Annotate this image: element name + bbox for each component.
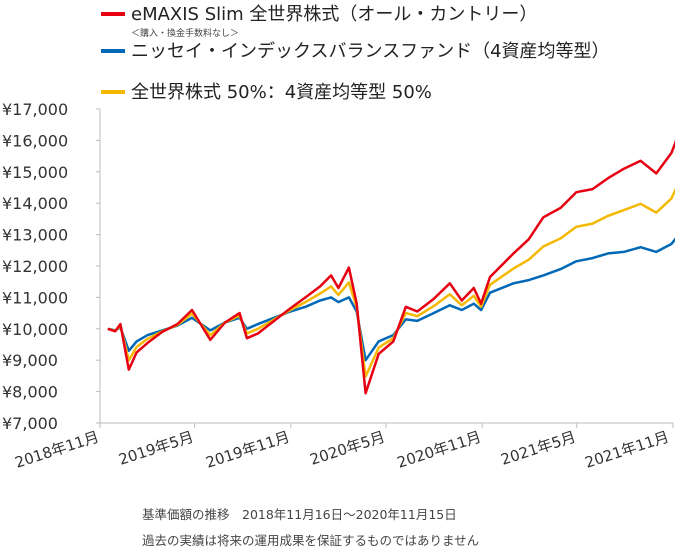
series-lines: [107, 139, 675, 395]
y-tick-label: ¥12,000: [2, 257, 68, 276]
y-tick-label: ¥8,000: [2, 383, 58, 402]
x-tick-label: 2018年11月: [13, 428, 102, 472]
y-tick-label: ¥7,000: [2, 414, 58, 433]
y-tick-label: ¥10,000: [2, 320, 68, 339]
x-tick-label: 2019年5月: [116, 428, 195, 469]
legend-item-series-3: 全世界株式 50%：4資産均等型 50%: [101, 82, 432, 103]
series-line-2: [107, 237, 675, 362]
y-axis-ticks: ¥7,000 ¥8,000 ¥9,000 ¥10,000 ¥11,000 ¥12,000 ¥…: [2, 100, 100, 433]
y-tick-label: ¥9,000: [2, 351, 58, 370]
y-tick-label: ¥13,000: [2, 226, 68, 245]
x-tick-label: 2020年5月: [308, 428, 387, 469]
y-tick-label: ¥14,000: [2, 194, 68, 213]
legend-item-series-2: ニッセイ・インデックスバランスファンド（4資産均等型）: [101, 41, 610, 62]
x-axis-ticks: 2018年11月 2019年5月 2019年11月 2020年5月 2020年11月 20…: [13, 423, 674, 472]
x-tick-label: 2019年11月: [204, 428, 293, 472]
series-line-3: [107, 188, 675, 378]
x-tick-label: 2020年11月: [395, 428, 484, 472]
x-tick-label: 2021年5月: [499, 428, 578, 469]
series-line-1: [107, 139, 675, 395]
legend-label-series-2: ニッセイ・インデックスバランスファンド（4資産均等型）: [131, 41, 610, 62]
legend-item-series-1: eMAXIS Slim 全世界株式（オール・カントリー） ＜購入・換金手数料なし…: [101, 4, 537, 39]
y-tick-label: ¥11,000: [2, 288, 68, 307]
period-note: 基準価額の推移 2018年11月16日～2020年11月15日: [142, 507, 457, 522]
x-tick-label: 2021年11月: [583, 428, 672, 472]
legend: eMAXIS Slim 全世界株式（オール・カントリー） ＜購入・換金手数料なし…: [101, 4, 610, 103]
disclaimer-note: 過去の実績は将来の運用成果を保証するものではありません: [142, 533, 479, 548]
legend-label-series-1: eMAXIS Slim 全世界株式（オール・カントリー）: [131, 4, 537, 25]
y-tick-label: ¥16,000: [2, 131, 68, 150]
legend-note-series-1: ＜購入・換金手数料なし＞: [131, 27, 239, 39]
y-tick-label: ¥17,000: [2, 100, 68, 119]
legend-label-series-3: 全世界株式 50%：4資産均等型 50%: [131, 82, 432, 103]
y-tick-label: ¥15,000: [2, 163, 68, 182]
